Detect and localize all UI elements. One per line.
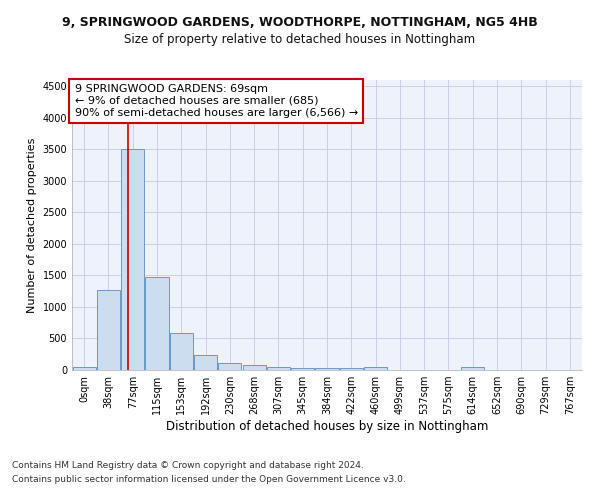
Bar	[364, 366, 387, 370]
Text: Size of property relative to detached houses in Nottingham: Size of property relative to detached ho…	[124, 34, 476, 46]
Text: 9, SPRINGWOOD GARDENS, WOODTHORPE, NOTTINGHAM, NG5 4HB: 9, SPRINGWOOD GARDENS, WOODTHORPE, NOTTI…	[62, 16, 538, 29]
Bar	[121, 150, 144, 370]
Bar	[194, 355, 217, 370]
Bar	[291, 368, 314, 370]
Bar	[170, 334, 193, 370]
Bar	[73, 367, 95, 370]
Y-axis label: Number of detached properties: Number of detached properties	[27, 138, 37, 312]
Text: Contains HM Land Registry data © Crown copyright and database right 2024.: Contains HM Land Registry data © Crown c…	[12, 462, 364, 470]
Bar	[218, 363, 241, 370]
Bar	[145, 276, 169, 370]
Text: 9 SPRINGWOOD GARDENS: 69sqm
← 9% of detached houses are smaller (685)
90% of sem: 9 SPRINGWOOD GARDENS: 69sqm ← 9% of deta…	[74, 84, 358, 117]
Bar	[461, 366, 484, 370]
Bar	[316, 368, 338, 370]
Bar	[242, 364, 266, 370]
Bar	[97, 290, 120, 370]
Bar	[267, 366, 290, 370]
Bar	[340, 368, 363, 370]
X-axis label: Distribution of detached houses by size in Nottingham: Distribution of detached houses by size …	[166, 420, 488, 433]
Text: Contains public sector information licensed under the Open Government Licence v3: Contains public sector information licen…	[12, 474, 406, 484]
